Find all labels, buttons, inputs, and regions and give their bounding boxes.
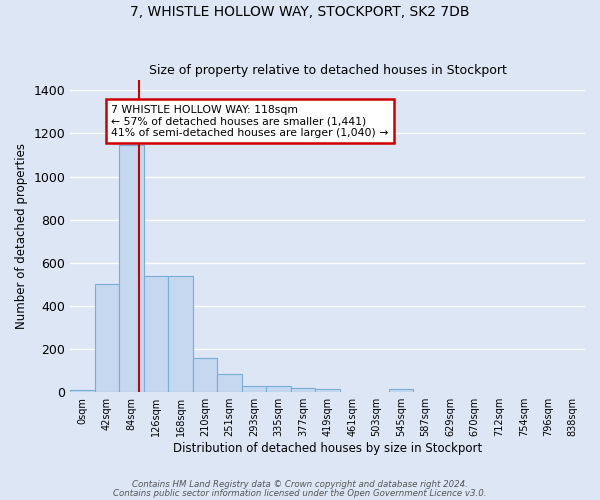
Bar — [217, 374, 242, 392]
Text: Contains HM Land Registry data © Crown copyright and database right 2024.: Contains HM Land Registry data © Crown c… — [132, 480, 468, 489]
Text: 7, WHISTLE HOLLOW WAY, STOCKPORT, SK2 7DB: 7, WHISTLE HOLLOW WAY, STOCKPORT, SK2 7D… — [130, 5, 470, 19]
Text: Contains public sector information licensed under the Open Government Licence v3: Contains public sector information licen… — [113, 488, 487, 498]
Text: 7 WHISTLE HOLLOW WAY: 118sqm
← 57% of detached houses are smaller (1,441)
41% of: 7 WHISTLE HOLLOW WAY: 118sqm ← 57% of de… — [112, 104, 389, 138]
Bar — [316, 389, 340, 392]
Bar — [242, 386, 266, 392]
Bar — [70, 390, 95, 392]
X-axis label: Distribution of detached houses by size in Stockport: Distribution of detached houses by size … — [173, 442, 482, 455]
Bar — [291, 388, 316, 392]
Y-axis label: Number of detached properties: Number of detached properties — [15, 143, 28, 329]
Bar — [193, 358, 217, 392]
Title: Size of property relative to detached houses in Stockport: Size of property relative to detached ho… — [149, 64, 506, 77]
Bar — [266, 386, 291, 392]
Bar — [119, 146, 144, 392]
Bar — [144, 276, 169, 392]
Bar — [169, 276, 193, 392]
Bar — [389, 389, 413, 392]
Bar — [95, 284, 119, 392]
